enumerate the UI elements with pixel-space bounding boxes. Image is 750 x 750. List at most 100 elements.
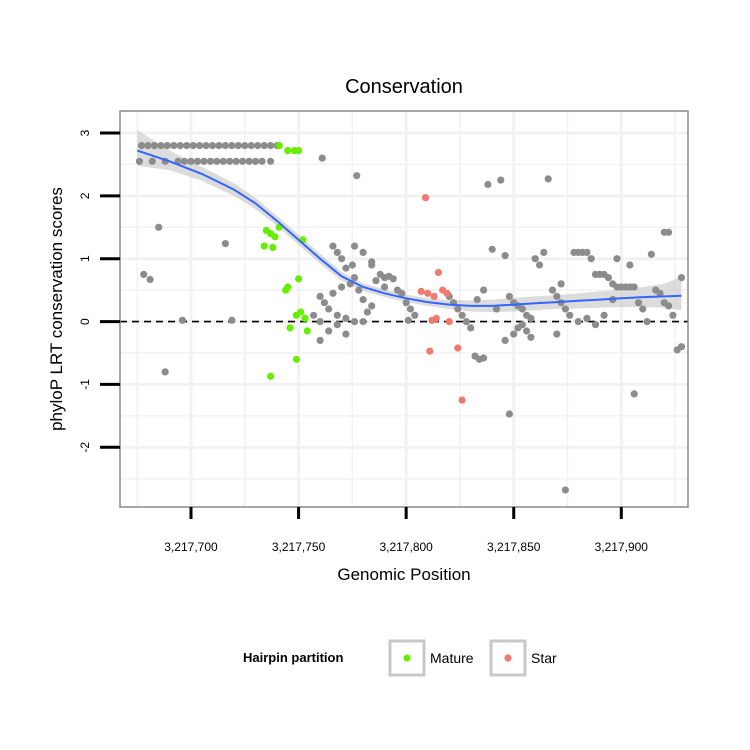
- point-other: [523, 327, 531, 335]
- point-other: [221, 142, 229, 150]
- point-other: [267, 142, 275, 150]
- point-other: [677, 343, 686, 351]
- point-other: [566, 311, 574, 319]
- point-other: [634, 299, 643, 307]
- point-other: [178, 316, 186, 324]
- point-other: [630, 390, 638, 398]
- point-other: [561, 486, 570, 494]
- point-other: [221, 240, 229, 248]
- point-other: [342, 314, 350, 322]
- point-other: [241, 142, 249, 150]
- point-other: [316, 336, 324, 344]
- point-other: [325, 305, 333, 313]
- point-star: [430, 292, 438, 300]
- point-other: [510, 330, 518, 338]
- point-other: [473, 296, 481, 304]
- point-mature: [286, 324, 294, 332]
- x-tick-label: 3,217,900: [595, 540, 649, 554]
- point-other: [260, 142, 268, 150]
- point-other: [454, 305, 462, 313]
- point-other: [518, 305, 526, 313]
- x-tick-label: 3,217,850: [487, 540, 541, 554]
- point-mature: [292, 355, 300, 363]
- point-other: [484, 180, 492, 189]
- point-other: [497, 176, 505, 184]
- point-other: [247, 142, 255, 150]
- point-other: [325, 327, 333, 335]
- point-other: [333, 248, 341, 256]
- point-other: [350, 242, 359, 250]
- panel-border: [119, 110, 689, 508]
- legend-label-mature: Mature: [430, 650, 474, 666]
- point-other: [626, 261, 634, 269]
- point-mature: [284, 283, 292, 291]
- point-star: [434, 268, 442, 277]
- x-axis-title: Genomic Position: [337, 565, 470, 584]
- point-other: [245, 157, 253, 165]
- point-other: [333, 311, 341, 319]
- point-other: [144, 142, 152, 150]
- point-other: [206, 157, 214, 165]
- point-other: [338, 255, 346, 263]
- point-other: [467, 324, 475, 332]
- point-other: [604, 274, 613, 282]
- smooth-line-layer: [136, 149, 682, 307]
- point-other: [226, 157, 234, 165]
- point-other: [665, 302, 673, 310]
- point-other: [381, 283, 389, 291]
- point-other: [342, 330, 350, 338]
- point-other: [196, 142, 204, 150]
- point-other: [232, 157, 240, 165]
- point-other: [591, 321, 600, 329]
- point-other: [359, 248, 367, 256]
- point-other: [677, 274, 686, 282]
- point-other: [492, 305, 501, 313]
- point-star: [421, 194, 430, 202]
- legend: Hairpin partition Mature Star: [243, 639, 557, 677]
- point-other: [639, 305, 647, 313]
- point-other: [161, 368, 169, 376]
- point-star: [424, 289, 432, 297]
- point-other: [137, 142, 146, 150]
- point-other: [402, 299, 410, 307]
- point-other: [583, 314, 591, 322]
- point-other: [553, 330, 561, 338]
- point-other: [254, 142, 262, 150]
- point-other: [329, 289, 337, 297]
- point-other: [587, 255, 595, 263]
- point-other: [338, 283, 346, 291]
- y-tick-label: 1: [78, 255, 92, 262]
- point-other: [501, 252, 509, 260]
- point-star: [445, 318, 453, 326]
- point-other: [518, 321, 526, 329]
- point-star: [454, 344, 462, 352]
- point-other: [583, 248, 591, 256]
- point-other: [643, 318, 651, 326]
- point-other: [548, 286, 557, 294]
- point-other: [267, 157, 275, 165]
- point-mature: [271, 233, 279, 241]
- point-other: [540, 248, 548, 256]
- point-other: [146, 275, 154, 284]
- point-other: [316, 292, 324, 300]
- point-other: [170, 142, 178, 150]
- y-tick-label: -1: [78, 379, 92, 390]
- point-other: [193, 157, 202, 165]
- point-other: [561, 305, 570, 313]
- y-tick-label: 2: [78, 192, 92, 199]
- point-other: [342, 264, 350, 272]
- y-tick-label: -2: [78, 442, 92, 453]
- point-mature: [295, 147, 303, 155]
- point-other: [135, 157, 143, 165]
- point-other: [148, 157, 156, 165]
- point-other: [155, 223, 163, 231]
- x-tick-label: 3,217,800: [379, 540, 433, 554]
- legend-swatch-mature: [403, 654, 411, 662]
- y-axis-title: phyloP LRT conservation scores: [47, 187, 66, 431]
- y-axis: -2 -1 0 1 2 3: [78, 129, 120, 453]
- point-other: [150, 142, 158, 150]
- point-other: [310, 311, 318, 319]
- legend-title: Hairpin partition: [243, 650, 343, 665]
- point-other: [480, 354, 488, 362]
- chart-title: Conservation: [345, 76, 463, 98]
